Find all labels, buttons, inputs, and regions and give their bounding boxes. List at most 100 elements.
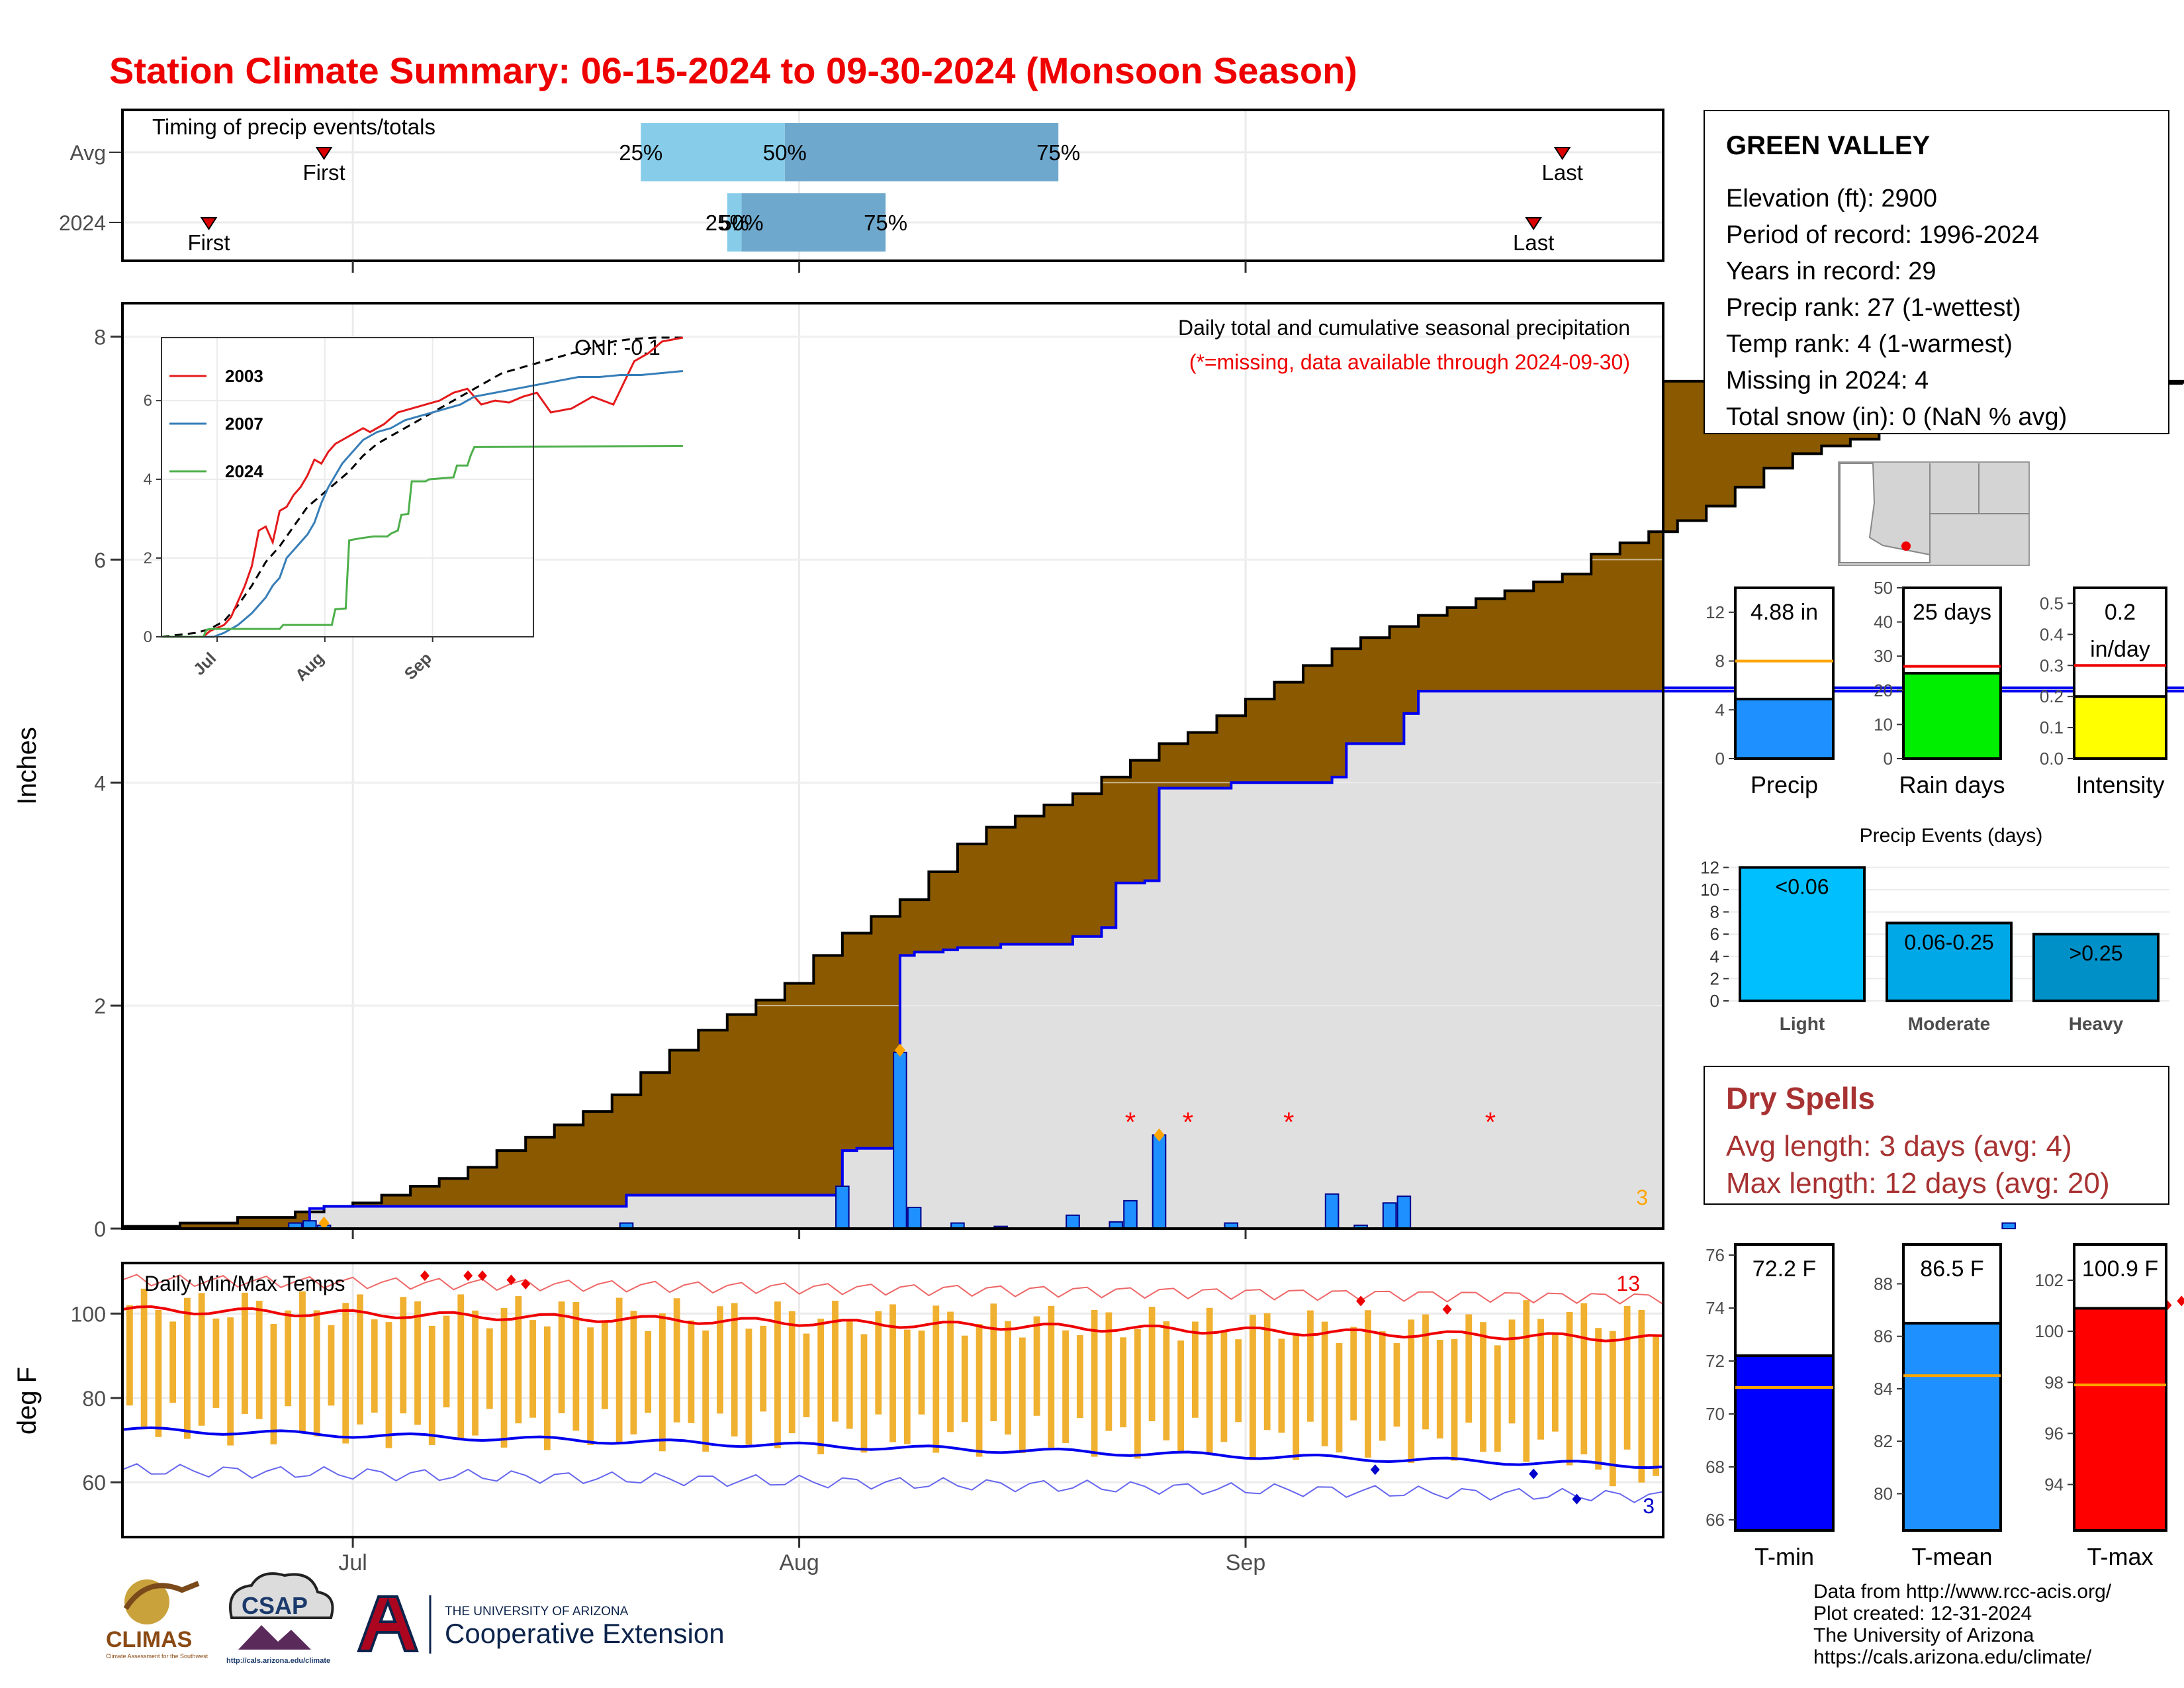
daily-temp-range-bar bbox=[1523, 1300, 1530, 1462]
daily-temp-range-bar bbox=[1336, 1343, 1343, 1453]
oni-value: ONI: -0.1 bbox=[574, 336, 660, 359]
daily-temp-range-bar bbox=[903, 1329, 911, 1444]
daily-temp-range-bar bbox=[1278, 1338, 1285, 1433]
gauge-name: Intensity bbox=[2075, 771, 2164, 798]
flagged-day-marker bbox=[894, 1043, 905, 1057]
gauge-name: T-max bbox=[2087, 1543, 2153, 1570]
daily-precip-bar bbox=[1152, 1134, 1167, 1229]
daily-temp-range-bar bbox=[1062, 1330, 1069, 1444]
daily-temp-range-bar bbox=[457, 1294, 465, 1438]
record-high-marker bbox=[477, 1270, 487, 1282]
daily-temp-range-bar bbox=[1206, 1307, 1213, 1453]
daily-temp-range-bar bbox=[270, 1324, 277, 1445]
gauge-value-bar bbox=[1734, 1354, 1835, 1532]
quartile-bar-upper bbox=[741, 193, 886, 252]
daily-temp-range-bar bbox=[1235, 1339, 1242, 1423]
daily-temp-range-bar bbox=[255, 1301, 263, 1419]
daily-temp-range-bar bbox=[198, 1293, 205, 1426]
daily-temp-range-bar bbox=[414, 1301, 421, 1425]
inset-legend-label: 2003 bbox=[225, 366, 263, 386]
gauge-y-tick-label: 94 bbox=[2044, 1475, 2064, 1495]
gauge-y-tick-label: 4 bbox=[1715, 700, 1725, 720]
last-event-marker bbox=[1525, 217, 1543, 230]
events-category-label: Light bbox=[1780, 1013, 1825, 1034]
cumulative-2024-area bbox=[122, 688, 2184, 1229]
daily-temp-range-bar bbox=[1250, 1315, 1256, 1460]
daily-temp-range-bar bbox=[558, 1301, 565, 1413]
daily-temp-range-bar bbox=[947, 1311, 954, 1432]
daily-temp-range-bar bbox=[1451, 1338, 1458, 1461]
gauge-y-tick-label: 10 bbox=[1874, 714, 1893, 734]
daily-temp-range-bar bbox=[155, 1309, 162, 1437]
daily-precip-bar bbox=[907, 1206, 922, 1229]
daily-temp-range-bar bbox=[443, 1315, 450, 1408]
precip-y-tick-label: 0 bbox=[94, 1217, 106, 1241]
credit-line: Data from http://www.rcc-acis.org/ bbox=[1813, 1581, 2112, 1603]
daily-temp-range-bar bbox=[976, 1324, 983, 1457]
daily-precip-bar bbox=[1324, 1193, 1340, 1229]
daily-temp-range-bar bbox=[1365, 1310, 1371, 1458]
temps-panel: Daily Min/Max Temps 13 3 60 80 100 Jul Aug Sep de… bbox=[13, 1262, 2184, 1575]
gauge-y-tick-label: 0.2 bbox=[2040, 686, 2064, 706]
events-bar-light bbox=[1739, 866, 1866, 1003]
gauge-y-tick-label: 102 bbox=[2035, 1270, 2064, 1290]
climas-logo: CLIMAS Climate Assessment for the Southw… bbox=[106, 1579, 208, 1660]
last-event-marker bbox=[1553, 147, 1571, 160]
record-min-line bbox=[122, 1463, 1664, 1503]
flagged-day-marker bbox=[1154, 1128, 1165, 1142]
daily-temp-range-bar bbox=[184, 1297, 191, 1439]
daily-precip-bar bbox=[835, 1185, 850, 1230]
daily-temp-range-bar bbox=[832, 1300, 839, 1422]
daily-precip-bar bbox=[893, 1051, 907, 1230]
daily-temp-range-bar bbox=[472, 1310, 478, 1436]
daily-temp-range-bar bbox=[126, 1305, 133, 1406]
record-high-marker bbox=[1356, 1295, 1366, 1307]
quartile-label-75: 75% bbox=[864, 211, 907, 235]
gauge-y-tick-label: 0.0 bbox=[2040, 749, 2064, 769]
precip-annotation: Daily total and cumulative seasonal prec… bbox=[1178, 316, 1630, 340]
daily-temp-range-bar bbox=[1508, 1319, 1516, 1424]
station-elevation: Elevation (ft): 2900 bbox=[1726, 185, 1937, 212]
gauge-y-tick-label: 88 bbox=[1874, 1274, 1893, 1293]
daily-temp-range-bar bbox=[543, 1326, 551, 1450]
station-years: Years in record: 29 bbox=[1726, 258, 1936, 285]
events-y-tick-label: 10 bbox=[1700, 880, 1719, 900]
gauge-y-tick-label: 74 bbox=[1706, 1298, 1725, 1318]
inset-series-line-2024 bbox=[161, 445, 683, 638]
daily-temp-range-bar bbox=[227, 1317, 234, 1446]
avg-min-line bbox=[122, 1426, 1664, 1470]
daily-temp-range-bar bbox=[875, 1311, 882, 1415]
daily-temp-range-bar bbox=[1263, 1313, 1271, 1430]
gauge-y-tick-label: 30 bbox=[1874, 646, 1893, 666]
precip-y-axis-label: Inches bbox=[13, 727, 42, 805]
credit-line: The University of Arizona bbox=[1813, 1624, 2034, 1646]
quartile-label-50: 50% bbox=[720, 211, 764, 235]
precip-missing-note: (*=missing, data available through 2024-… bbox=[1189, 350, 1630, 374]
daily-temp-range-bar bbox=[990, 1303, 997, 1421]
first-event-label: First bbox=[303, 160, 345, 185]
daily-temp-range-bar bbox=[1480, 1322, 1486, 1452]
csap-logo-text: CSAP bbox=[242, 1592, 308, 1619]
daily-temp-range-bar bbox=[673, 1298, 680, 1423]
record-low-marker bbox=[1370, 1464, 1380, 1476]
daily-temp-range-bar bbox=[1134, 1329, 1141, 1459]
credit-line: https://cals.arizona.edu/climate/ bbox=[1813, 1646, 2092, 1668]
first-event-marker bbox=[315, 147, 333, 160]
gauge-value-bar bbox=[1734, 698, 1835, 761]
csap-logo-url: http://cals.arizona.edu/climate bbox=[226, 1657, 330, 1665]
daily-temp-range-bar bbox=[1019, 1337, 1026, 1453]
station-missing: Missing in 2024: 4 bbox=[1726, 367, 1929, 395]
events-title: Precip Events (days) bbox=[1860, 825, 2043, 847]
timing-row-label: Avg bbox=[69, 141, 106, 165]
station-period: Period of record: 1996-2024 bbox=[1726, 221, 2040, 249]
events-category-label: Heavy bbox=[2069, 1013, 2124, 1034]
gauge-value-bar bbox=[1902, 1321, 2002, 1532]
quartile-bar-upper bbox=[784, 123, 1059, 181]
daily-temp-range-bar bbox=[1436, 1340, 1443, 1439]
gauge-y-tick-label: 50 bbox=[1874, 578, 1893, 598]
daily-temp-range-bar bbox=[1379, 1331, 1386, 1441]
timing-frame bbox=[121, 109, 1664, 262]
inset-y-tick-label: 4 bbox=[144, 471, 152, 489]
